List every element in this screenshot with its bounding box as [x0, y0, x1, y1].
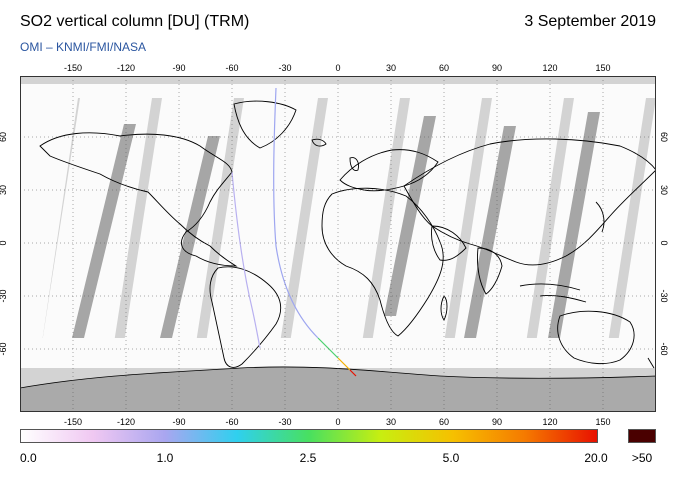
map-title: SO2 vertical column [DU] (TRM)	[20, 13, 250, 30]
map-frame	[20, 76, 656, 412]
colorbar-over-label: >50	[631, 451, 653, 465]
lon-tick-bottom: 120	[542, 417, 558, 427]
lon-tick-bottom: 60	[438, 417, 450, 427]
lon-tick-bottom: -120	[116, 417, 136, 427]
lon-tick-top: 150	[595, 63, 611, 73]
lon-tick-top: 30	[385, 63, 397, 73]
lon-tick-top: 0	[335, 63, 341, 73]
lon-tick-bottom: -30	[278, 417, 292, 427]
lon-tick-bottom: -90	[172, 417, 186, 427]
coastlines	[39, 100, 656, 369]
so2-world-map	[20, 76, 656, 412]
lon-tick-top: 90	[491, 63, 503, 73]
colorbar-label: 0.0	[20, 451, 37, 465]
lat-tick-left: 30	[0, 184, 8, 196]
colorbar-label: 5.0	[442, 451, 460, 465]
lon-tick-bottom: -150	[63, 417, 83, 427]
lon-tick-top: -30	[278, 63, 292, 73]
lon-tick-top: -120	[116, 63, 136, 73]
lat-tick-right: 60	[659, 131, 669, 143]
colorbar-over-swatch	[628, 429, 656, 443]
lat-tick-right: 30	[659, 184, 669, 196]
no-data-stripes	[72, 112, 600, 338]
colorbar-label: 2.5	[299, 451, 317, 465]
lon-tick-top: 120	[542, 63, 558, 73]
graticule	[20, 76, 656, 412]
lon-tick-bottom: 0	[335, 417, 341, 427]
colorbar-label: 20.0	[584, 451, 608, 465]
lat-tick-left: 0	[0, 240, 8, 245]
map-date: 3 September 2019	[524, 13, 656, 30]
colorbar	[20, 429, 598, 443]
lat-tick-right: -60	[659, 342, 669, 356]
lon-tick-top: -90	[172, 63, 186, 73]
lon-tick-bottom: 30	[385, 417, 397, 427]
colorbar-label: 1.0	[156, 451, 174, 465]
lat-tick-right: -30	[659, 289, 669, 303]
lat-tick-right: 0	[659, 240, 669, 246]
lat-tick-left: -30	[0, 289, 8, 303]
lon-tick-bottom: -60	[225, 417, 239, 427]
lon-tick-top: -150	[63, 63, 83, 73]
lon-tick-top: -60	[225, 63, 239, 73]
credit-line: OMI – KNMI/FMI/NASA	[20, 40, 147, 54]
lat-tick-left: -60	[0, 342, 8, 356]
lon-tick-top: 60	[438, 63, 450, 73]
lon-tick-bottom: 90	[491, 417, 503, 427]
lat-tick-left: 60	[0, 131, 8, 143]
lon-tick-bottom: 150	[595, 417, 611, 427]
